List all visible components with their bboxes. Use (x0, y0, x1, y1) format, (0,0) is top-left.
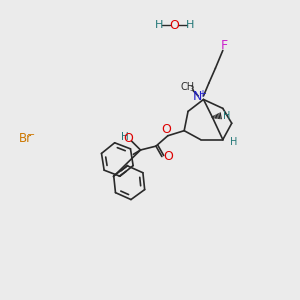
Text: CH: CH (180, 82, 194, 92)
Text: F: F (221, 39, 228, 52)
Text: O: O (164, 150, 173, 163)
Text: H: H (121, 132, 128, 142)
Text: H: H (223, 110, 230, 121)
Text: Br: Br (19, 132, 32, 145)
Text: −: − (27, 130, 35, 140)
Text: O: O (169, 19, 179, 32)
Text: H: H (155, 20, 163, 30)
Text: 3: 3 (190, 86, 194, 92)
Text: N: N (192, 90, 202, 103)
Text: H: H (186, 20, 194, 30)
Text: O: O (124, 132, 134, 145)
Text: +: + (198, 88, 206, 98)
Text: O: O (161, 123, 171, 136)
Text: H: H (230, 137, 238, 147)
